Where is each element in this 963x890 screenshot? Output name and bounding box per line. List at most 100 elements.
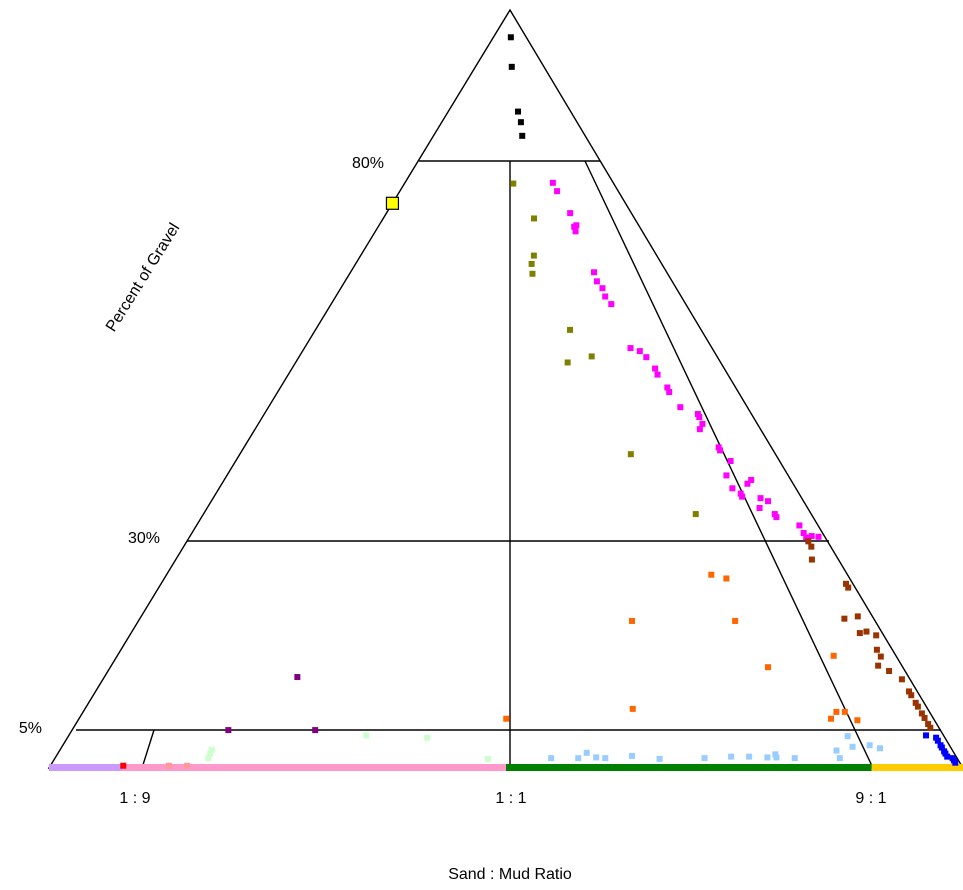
x-tick-label-9-1: 9 : 1 bbox=[855, 790, 886, 807]
data-point-s5-0 bbox=[923, 732, 930, 739]
data-point-s3-22 bbox=[927, 724, 934, 731]
data-point-s6-5 bbox=[628, 752, 635, 759]
data-point-s1-0 bbox=[510, 180, 517, 187]
data-point-s5-6 bbox=[942, 750, 949, 757]
data-point-s5-7 bbox=[944, 753, 951, 760]
baseline-band-0 bbox=[49, 764, 123, 771]
data-point-s2-28 bbox=[744, 480, 751, 487]
data-point-s4-10 bbox=[854, 717, 861, 724]
data-point-s3-7 bbox=[856, 630, 863, 637]
data-point-s2-31 bbox=[739, 493, 746, 500]
data-point-s1-9 bbox=[692, 511, 699, 518]
baseline-band-3 bbox=[871, 764, 963, 771]
data-point-s6-16 bbox=[849, 743, 856, 750]
data-point-s8-0 bbox=[205, 755, 212, 762]
data-point-s3-1 bbox=[808, 543, 815, 550]
data-point-s7-0 bbox=[294, 674, 301, 681]
data-point-s2-30 bbox=[737, 490, 744, 497]
data-point-s6-15 bbox=[833, 747, 840, 754]
data-point-s3-2 bbox=[808, 556, 815, 563]
x-tick-label-1-9: 1 : 9 bbox=[119, 790, 150, 807]
data-point-s2-20 bbox=[696, 414, 703, 421]
data-point-s2-0 bbox=[549, 179, 556, 186]
frame bbox=[47, 8, 963, 769]
data-point-s3-10 bbox=[873, 646, 880, 653]
data-point-s4-1 bbox=[723, 575, 730, 582]
data-point-s3-19 bbox=[918, 710, 925, 717]
data-point-s2-5 bbox=[573, 222, 580, 229]
y-tick-label-5: 5% bbox=[19, 720, 42, 737]
data-point-s2-23 bbox=[715, 444, 722, 451]
data-point-s4-4 bbox=[765, 664, 772, 671]
y-axis-label: Percent of Gravel bbox=[103, 220, 183, 335]
data-point-s3-9 bbox=[873, 632, 880, 639]
data-point-s2-41 bbox=[815, 533, 822, 540]
x-axis-label: Sand : Mud Ratio bbox=[448, 866, 572, 883]
ratio-1-9-line bbox=[141, 729, 155, 769]
data-point-s2-4 bbox=[572, 228, 579, 235]
data-point-s8-4 bbox=[424, 734, 431, 741]
data-point-s4-9 bbox=[833, 708, 840, 715]
data-point-s6-19 bbox=[877, 745, 884, 752]
data-point-s2-24 bbox=[717, 447, 724, 454]
data-point-s2-7 bbox=[593, 278, 600, 285]
baseline-band-2 bbox=[506, 764, 872, 771]
triangle-outline bbox=[47, 8, 963, 769]
data-point-s2-19 bbox=[694, 411, 701, 418]
data-point-s3-15 bbox=[906, 688, 913, 695]
data-point-s1-1 bbox=[531, 215, 538, 222]
highlight-marker-0 bbox=[385, 196, 400, 210]
data-point-s2-29 bbox=[729, 485, 736, 492]
data-point-s4-0 bbox=[708, 571, 715, 578]
data-point-s1-5 bbox=[567, 326, 574, 333]
x-tick-labels: 1 : 9 1 : 1 9 : 1 bbox=[119, 790, 886, 807]
data-point-s2-25 bbox=[727, 458, 734, 465]
data-point-s2-34 bbox=[765, 498, 772, 505]
data-point-s7-2 bbox=[312, 727, 319, 734]
data-point-s6-1 bbox=[575, 755, 582, 762]
data-point-s5-1 bbox=[933, 734, 940, 741]
data-point-s6-6 bbox=[656, 755, 663, 762]
data-point-s0-0 bbox=[507, 34, 514, 41]
data-point-s4-2 bbox=[629, 617, 636, 624]
data-point-s2-18 bbox=[677, 404, 684, 411]
data-point-s2-22 bbox=[696, 426, 703, 433]
data-point-s0-3 bbox=[517, 119, 524, 126]
data-point-s2-27 bbox=[748, 476, 755, 483]
data-point-s2-8 bbox=[599, 285, 606, 292]
data-point-s6-11 bbox=[773, 754, 780, 761]
data-point-s5-10 bbox=[952, 759, 959, 766]
data-point-s2-36 bbox=[773, 514, 780, 521]
data-point-s6-13 bbox=[791, 755, 798, 762]
data-point-s3-3 bbox=[843, 580, 850, 587]
data-point-s2-33 bbox=[756, 505, 763, 512]
data-point-s3-11 bbox=[877, 653, 884, 660]
data-point-s6-14 bbox=[836, 755, 843, 762]
data-point-s1-4 bbox=[529, 270, 536, 277]
data-point-s3-20 bbox=[921, 714, 928, 721]
data-point-s4-6 bbox=[629, 705, 636, 712]
data-point-s6-8 bbox=[728, 753, 735, 760]
data-point-s1-6 bbox=[564, 359, 571, 366]
data-point-s8-5 bbox=[484, 755, 491, 762]
data-point-s2-12 bbox=[636, 348, 643, 355]
data-point-s2-9 bbox=[602, 293, 609, 300]
data-point-s2-14 bbox=[652, 365, 659, 372]
x-tick-label-1-1: 1 : 1 bbox=[495, 790, 526, 807]
data-point-s1-3 bbox=[528, 260, 535, 267]
data-point-s4-11 bbox=[503, 715, 510, 722]
y-tick-labels: 80% 30% 5% bbox=[19, 155, 384, 737]
data-point-s3-17 bbox=[912, 699, 919, 706]
data-point-s2-16 bbox=[664, 384, 671, 391]
data-point-s7-1 bbox=[225, 727, 232, 734]
data-point-s1-7 bbox=[588, 353, 595, 360]
data-point-s3-5 bbox=[854, 613, 861, 620]
data-point-s3-4 bbox=[845, 584, 852, 591]
highlight-markers bbox=[385, 196, 400, 210]
data-point-s2-39 bbox=[803, 534, 810, 541]
data-point-s3-8 bbox=[863, 628, 870, 635]
data-point-s6-18 bbox=[866, 742, 873, 749]
data-point-s5-4 bbox=[938, 744, 945, 751]
data-point-s2-11 bbox=[627, 345, 634, 352]
